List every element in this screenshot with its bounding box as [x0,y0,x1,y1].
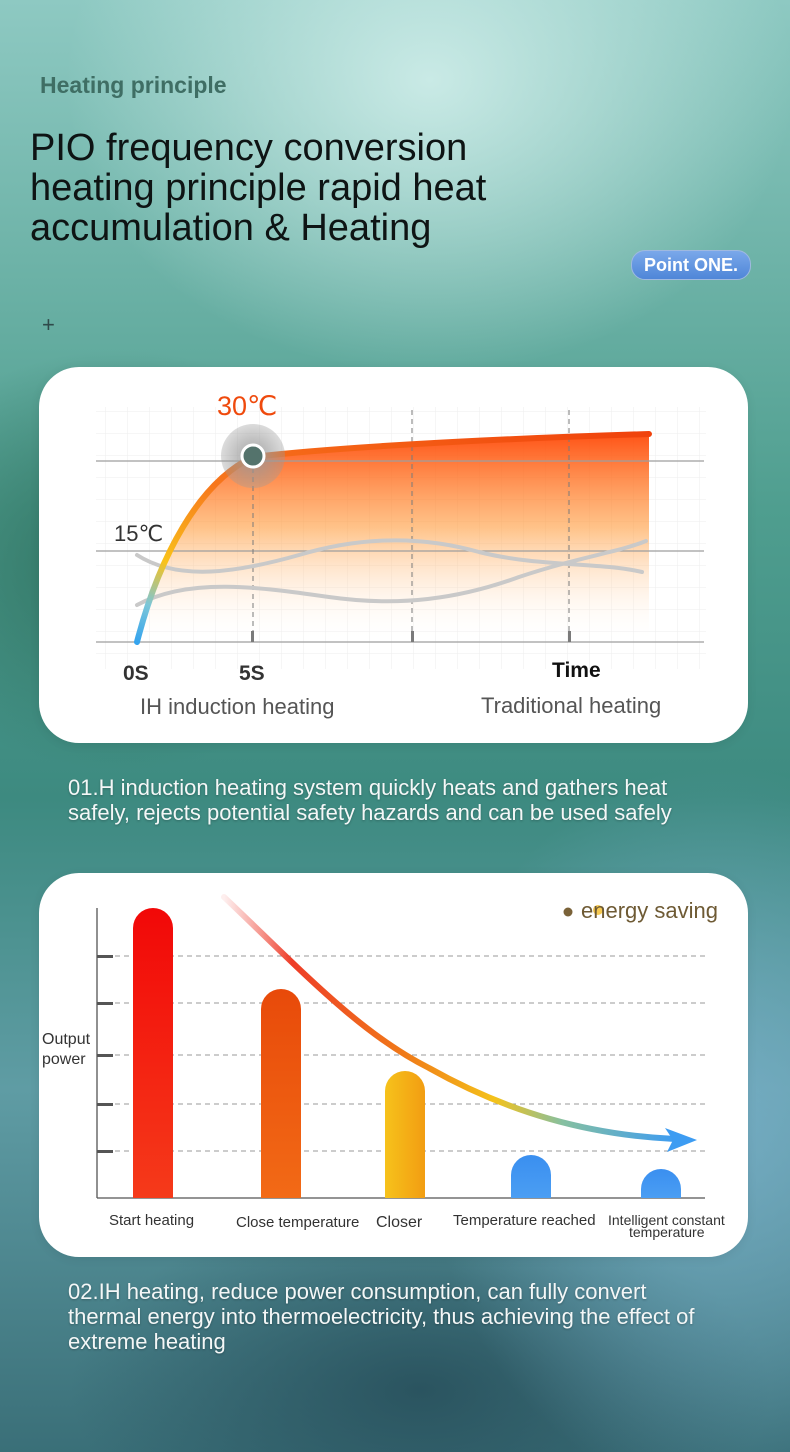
y-label-line2: power [42,1051,86,1068]
legend-energy-saving: energy saving [581,898,718,923]
tick-label-5s: 5S [239,662,265,685]
tick-time [568,631,571,642]
y-ticks [97,955,113,1153]
description-2: 02.IH heating, reduce power consumption,… [68,1279,695,1354]
axis-label-time: Time [552,659,601,682]
bar-closer [385,1071,425,1198]
bar-temperature-reached [511,1155,551,1198]
page-headline: PIO frequency conversion heating princip… [30,127,487,249]
section-label: Heating principle [40,72,227,98]
category-closer: Closer [376,1214,423,1231]
peak-marker [240,443,266,469]
bar-close-temperature [261,989,301,1198]
category-temperature-reached: Temperature reached [453,1212,596,1229]
point-badge: Point ONE. [631,250,751,280]
legend-dot-icon [563,907,573,917]
heating-curve-graphic: 30℃ 15℃ 0S 5S Time IH induction heating … [96,391,706,719]
category-start-heating: Start heating [109,1212,194,1229]
legend-accent-icon [593,905,603,915]
category-constant-line2: temperature [629,1224,705,1240]
bar-start-heating [133,908,173,1198]
label-30c: 30℃ [217,391,277,421]
label-15c: 15℃ [114,521,163,546]
tick-5s [251,631,254,642]
arrow-head-icon [665,1128,697,1152]
output-power-graphic: energy saving Output power Start heating… [42,894,725,1240]
traditional-curve-2 [135,539,648,607]
gridlines [97,955,705,1152]
tick-label-0s: 0S [123,662,149,685]
y-label-line1: Output [42,1031,91,1048]
heating-curve-card: 30℃ 15℃ 0S 5S Time IH induction heating … [39,367,748,743]
description-1: 01.H induction heating system quickly he… [68,775,672,825]
output-power-card: energy saving Output power Start heating… [39,873,748,1257]
plus-icon: + [42,312,55,337]
legend-traditional: Traditional heating [481,693,661,718]
energy-saving-arrow [221,894,678,1142]
bar-constant-temperature [641,1169,681,1198]
category-constant-line1: Intelligent constant [608,1212,725,1228]
category-close-temperature: Close temperature [236,1214,359,1231]
tick-mid [411,631,414,642]
legend-ih: IH induction heating [140,694,334,719]
